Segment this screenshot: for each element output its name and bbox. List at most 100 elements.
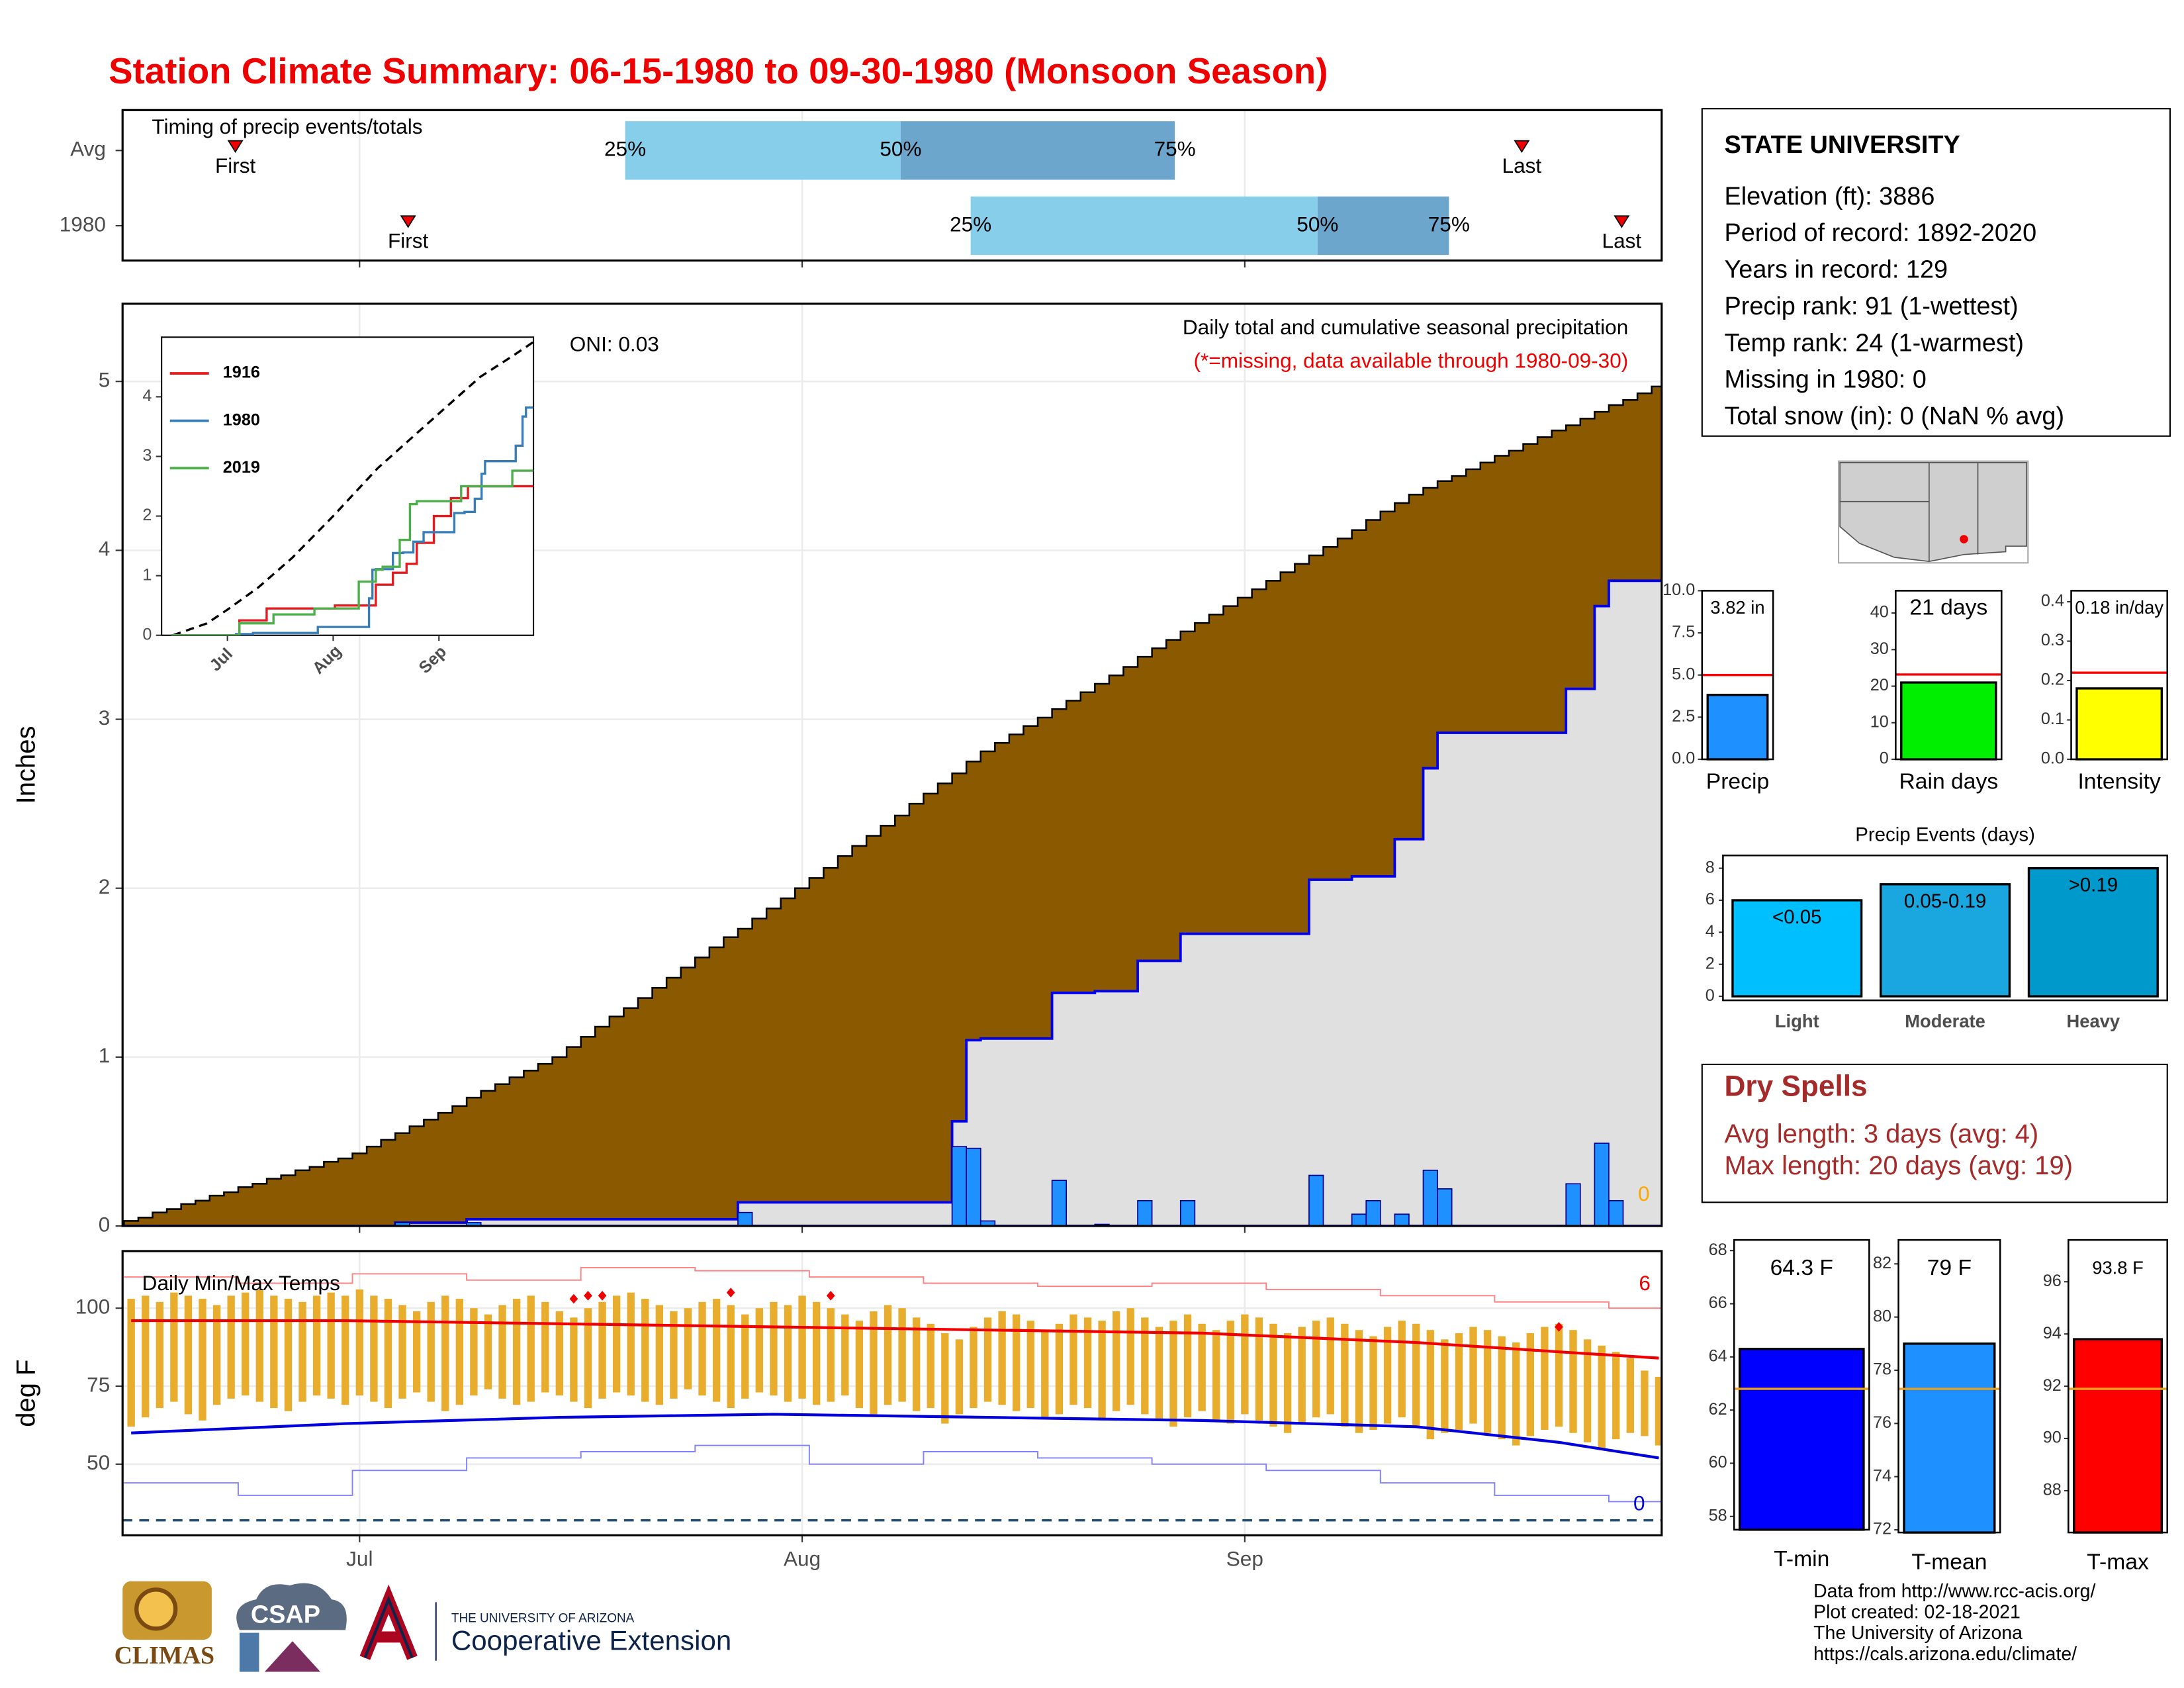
- value-label: 0.18 in/day: [2075, 597, 2163, 618]
- first-marker: [227, 140, 244, 154]
- daily-temp-bar: [1555, 1323, 1563, 1427]
- y-axis-label: Inches: [12, 726, 41, 804]
- daily-temp-bar: [755, 1308, 764, 1393]
- daily-temp-bar: [1398, 1321, 1406, 1418]
- daily-precip-bar: [1437, 1188, 1453, 1227]
- y-tick-label: 20: [1870, 676, 1889, 694]
- logos: CLIMAS CSAP THE UNIVERSITY OF ARIZONA Co…: [114, 1581, 731, 1672]
- daily-temp-bar: [1412, 1323, 1420, 1427]
- gauge-bar: [1903, 1342, 1996, 1534]
- footer-line: The University of Arizona: [1813, 1622, 2023, 1644]
- gauge-border: [2070, 590, 2169, 761]
- y-tick-label: 0: [1880, 749, 1889, 768]
- y-tick-label: 2: [1706, 954, 1715, 972]
- daily-temp-bar: [770, 1301, 778, 1396]
- panel-border: [121, 109, 1663, 262]
- daily-temp-bar: [170, 1292, 178, 1402]
- record-low-count: 0: [1633, 1491, 1645, 1515]
- daily-temp-bar: [570, 1317, 578, 1402]
- daily-temp-bar: [441, 1295, 449, 1411]
- gauge-border: [1895, 590, 2003, 761]
- y-tick-label: 3: [142, 446, 152, 465]
- daily-temp-bar: [355, 1289, 363, 1396]
- y-tick-label: 0: [1706, 986, 1715, 1005]
- quantile-label: 25%: [950, 212, 991, 236]
- bar: [1731, 899, 1863, 998]
- bar: [2027, 867, 2159, 998]
- bar-threshold-label: <0.05: [1772, 906, 1822, 928]
- daily-temp-bar: [1212, 1330, 1220, 1421]
- daily-temp-bar: [684, 1308, 692, 1389]
- daily-temp-bar: [412, 1311, 421, 1393]
- value-label: 64.3 F: [1770, 1256, 1833, 1280]
- daily-temp-bar: [1355, 1330, 1363, 1433]
- daily-precip-bar: [1394, 1213, 1410, 1227]
- daily-temp-bar: [727, 1305, 735, 1409]
- y-tick-label: 80: [1873, 1307, 1891, 1325]
- y-tick-label: 4: [99, 537, 111, 561]
- daily-temp-bar: [941, 1333, 949, 1424]
- daily-temp-bar: [927, 1323, 934, 1409]
- gauge-border: [1897, 1239, 2001, 1534]
- dry-spells-box: [1701, 1063, 2168, 1203]
- quantile-label: 50%: [880, 137, 921, 161]
- daily-temp-bar: [1183, 1314, 1192, 1418]
- quantile-bar: [970, 196, 1318, 256]
- info-line: Precip rank: 91 (1-wettest): [1724, 293, 2018, 320]
- daily-temp-bar: [427, 1301, 435, 1402]
- daily-temp-bar: [199, 1299, 206, 1421]
- daily-temp-bar: [884, 1305, 892, 1405]
- daily-precip-bar: [1308, 1174, 1324, 1227]
- quantile-bar: [625, 121, 901, 180]
- quantile-bar: [900, 121, 1175, 180]
- x-axis-label: Rain days: [1899, 770, 1998, 794]
- note: (*=missing, data available through 1980-…: [1194, 349, 1629, 373]
- y-tick-label: 75: [87, 1372, 110, 1396]
- station-location: [1960, 535, 1968, 543]
- daily-temp-bar: [1469, 1327, 1477, 1424]
- daily-temp-bar: [1655, 1376, 1662, 1446]
- y-tick-label: 82: [1873, 1254, 1891, 1272]
- y-tick-label: 0.2: [2041, 671, 2064, 689]
- daily-temp-bar: [1098, 1321, 1106, 1421]
- daily-temp-bar: [1055, 1323, 1064, 1415]
- row-label: 1980: [60, 212, 106, 236]
- daily-precip-bar: [1608, 1199, 1624, 1227]
- first-marker: [400, 215, 416, 228]
- x-axis-label: T-min: [1774, 1547, 1829, 1571]
- y-tick-label: 62: [1709, 1400, 1727, 1419]
- daily-temp-bar: [455, 1299, 464, 1405]
- daily-temp-bar: [998, 1311, 1006, 1405]
- y-tick-label: 88: [2043, 1481, 2062, 1499]
- gauge-bar: [1900, 681, 1997, 761]
- daily-temp-bar: [827, 1308, 835, 1402]
- y-tick-label: 40: [1870, 603, 1889, 622]
- daily-temp-bar: [841, 1314, 849, 1396]
- daily-precip-bar: [966, 1147, 981, 1227]
- daily-temp-bar: [598, 1301, 606, 1399]
- daily-temp-bar: [1626, 1358, 1634, 1433]
- value-label: 93.8 F: [2092, 1258, 2144, 1278]
- record-marker: [1555, 1322, 1563, 1332]
- bar-threshold-label: 0.05-0.19: [1904, 890, 1986, 912]
- y-tick-label: 0.1: [2041, 710, 2064, 728]
- daily-temp-bar: [1598, 1345, 1606, 1449]
- y-tick-label: 66: [1709, 1293, 1727, 1312]
- daily-temp-bar: [1069, 1314, 1077, 1405]
- y-tick-label: 1: [142, 565, 152, 584]
- last-marker: [1614, 215, 1630, 228]
- normal-min-line: [131, 1413, 1659, 1460]
- daily-precip-bar: [1565, 1183, 1581, 1227]
- csap-logo-mountain: [264, 1641, 321, 1672]
- footer-line: Data from http://www.rcc-acis.org/: [1813, 1581, 2095, 1602]
- y-tick-label: 4: [1706, 922, 1715, 941]
- record-min-line: [124, 1444, 1662, 1503]
- daily-temp-bar: [1512, 1342, 1520, 1446]
- record-max-line: [124, 1266, 1662, 1309]
- daily-temp-bar: [1241, 1314, 1249, 1415]
- climas-logo-sun: [134, 1587, 178, 1631]
- daily-temp-bar: [555, 1311, 564, 1396]
- bar-threshold-label: >0.19: [2069, 874, 2118, 896]
- value-label: 21 days: [1909, 596, 1987, 620]
